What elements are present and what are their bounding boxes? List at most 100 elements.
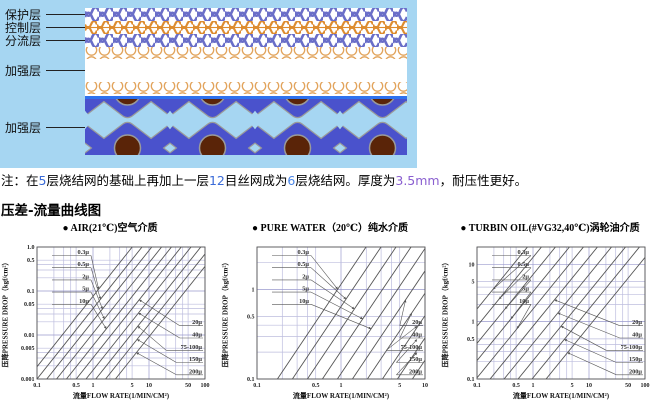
svg-text:1.0: 1.0 (27, 245, 35, 251)
svg-text:75-100μ: 75-100μ (621, 344, 643, 351)
svg-text:10: 10 (469, 262, 475, 268)
svg-text:0.01: 0.01 (24, 333, 35, 339)
label-pointer-line (46, 126, 85, 128)
layer-label: 分流层 (5, 33, 42, 48)
svg-text:流量FLOW RATE(1/MIN/CM²): 流量FLOW RATE(1/MIN/CM²) (513, 391, 610, 400)
svg-text:5μ: 5μ (522, 286, 529, 293)
note-segment: ，耐压性更好。 (439, 173, 528, 188)
svg-text:0.1: 0.1 (467, 377, 475, 383)
svg-text:0.5: 0.5 (72, 383, 80, 389)
svg-text:10: 10 (146, 383, 152, 389)
svg-text:0.5: 0.5 (467, 337, 475, 343)
svg-text:0.05: 0.05 (24, 302, 35, 308)
svg-text:0.3μ: 0.3μ (298, 249, 310, 256)
svg-text:2μ: 2μ (522, 273, 529, 280)
mesh-cross-section-image (85, 8, 407, 155)
note-segment: 3.5mm (395, 173, 440, 188)
svg-text:40μ: 40μ (412, 331, 422, 338)
label-pointer-line (46, 13, 85, 15)
svg-text:2μ: 2μ (82, 273, 89, 280)
svg-text:5: 5 (398, 383, 401, 389)
svg-text:0.5μ: 0.5μ (78, 261, 90, 268)
svg-text:75-100μ: 75-100μ (181, 344, 203, 351)
svg-text:1: 1 (532, 383, 535, 389)
svg-text:5: 5 (472, 280, 475, 286)
svg-text:0.5: 0.5 (27, 258, 35, 264)
svg-text:150μ: 150μ (409, 356, 422, 363)
note-segment: 层烧结网。厚度为 (295, 173, 396, 188)
svg-text:0.1: 0.1 (27, 289, 35, 295)
svg-text:100: 100 (641, 383, 650, 389)
svg-text:流量FLOW RATE(1/MIN/CM²): 流量FLOW RATE(1/MIN/CM²) (73, 391, 170, 400)
svg-text:压降PRESSURE DROP（kgf/cm²）: 压降PRESSURE DROP（kgf/cm²） (441, 259, 450, 368)
svg-text:0.1: 0.1 (247, 377, 255, 383)
chart-turbine-oil-title: ● TURBIN OIL(#VG32,40℃)涡轮油介质 (460, 223, 640, 234)
label-pointer-line (46, 26, 85, 28)
layer-label: 保护层 (5, 7, 42, 22)
svg-text:0.5μ: 0.5μ (298, 261, 310, 268)
svg-text:1: 1 (340, 383, 343, 389)
svg-text:0.5: 0.5 (512, 383, 520, 389)
svg-text:0.5: 0.5 (247, 315, 255, 321)
layer-label-row: 分流层 (5, 33, 85, 48)
svg-text:100: 100 (201, 383, 210, 389)
layer-label: 加强层 (5, 63, 42, 78)
svg-text:0.5: 0.5 (312, 383, 320, 389)
svg-text:0.1: 0.1 (253, 383, 261, 389)
svg-text:5: 5 (571, 383, 574, 389)
svg-text:50: 50 (185, 383, 191, 389)
layer-label-row: 控制层 (5, 20, 85, 35)
section-heading: 压差-流量曲线图 (1, 203, 102, 219)
note-text: 注：在5层烧结网的基础上再加上一层12目丝网成为6层烧结网。厚度为3.5mm，耐… (1, 172, 660, 189)
svg-text:0.001: 0.001 (21, 377, 35, 383)
label-pointer-line (46, 69, 85, 71)
svg-text:40μ: 40μ (192, 331, 202, 338)
layer-label: 控制层 (5, 20, 42, 35)
note-segment: 5 (38, 173, 47, 188)
svg-text:压降PRESSURE DROP（kgf/cm²）: 压降PRESSURE DROP（kgf/cm²） (221, 259, 230, 368)
svg-text:150μ: 150μ (629, 356, 642, 363)
svg-text:200μ: 200μ (629, 368, 642, 375)
chart-pure-water-title: ● PURE WATER（20℃）纯水介质 (252, 223, 408, 234)
note-segment: 6 (287, 173, 296, 188)
svg-text:10: 10 (586, 383, 592, 389)
svg-text:2μ: 2μ (302, 273, 309, 280)
svg-text:压降PRESSURE DROP（kgf/cm²）: 压降PRESSURE DROP（kgf/cm²） (1, 259, 10, 368)
svg-text:5μ: 5μ (82, 286, 89, 293)
svg-text:5: 5 (131, 383, 134, 389)
svg-text:5μ: 5μ (302, 286, 309, 293)
chart-air: ● AIR(21℃)空气介质 0.3μ 0.5μ 2μ 5μ 10μ 20μ 40μ 75-1… (0, 222, 220, 408)
svg-text:20μ: 20μ (412, 319, 422, 326)
svg-text:10μ: 10μ (299, 298, 309, 305)
svg-text:40μ: 40μ (632, 331, 642, 338)
svg-text:0.3μ: 0.3μ (78, 249, 90, 256)
svg-text:0.1: 0.1 (33, 383, 41, 389)
svg-text:20μ: 20μ (192, 319, 202, 326)
chart-air-title: ● AIR(21℃)空气介质 (62, 223, 158, 234)
svg-text:50: 50 (625, 383, 631, 389)
note-segment: 12 (208, 173, 225, 188)
layer-label: 加强层 (5, 120, 42, 135)
layer-label-row: 加强层 (5, 63, 85, 78)
svg-text:75-100μ: 75-100μ (401, 344, 423, 351)
charts-row: ● AIR(21℃)空气介质 0.3μ 0.5μ 2μ 5μ 10μ 20μ 40μ 75-1… (0, 222, 660, 408)
svg-text:0.005: 0.005 (21, 346, 35, 352)
label-pointer-line (46, 39, 85, 41)
svg-text:1: 1 (252, 288, 255, 294)
sintered-mesh-diagram: 保护层 控制层 分流层 加强层 加强层 (0, 0, 417, 168)
svg-text:0.5μ: 0.5μ (518, 261, 530, 268)
svg-text:20μ: 20μ (632, 319, 642, 326)
svg-text:流量FLOW RATE(1/MIN/CM²): 流量FLOW RATE(1/MIN/CM²) (293, 391, 390, 400)
note-segment: 层烧结网的基础上再加上一层 (46, 173, 209, 188)
svg-text:150μ: 150μ (189, 356, 202, 363)
svg-text:0.3μ: 0.3μ (518, 249, 530, 256)
svg-text:0.1: 0.1 (473, 383, 481, 389)
layer-label-row: 保护层 (5, 7, 85, 22)
chart-turbine-oil: ● TURBIN OIL(#VG32,40℃)涡轮油介质 0.3μ 0.5μ 2μ 5… (440, 222, 660, 408)
svg-text:1: 1 (92, 383, 95, 389)
note-segment: 目丝网成为 (224, 173, 288, 188)
svg-text:200μ: 200μ (409, 368, 422, 375)
